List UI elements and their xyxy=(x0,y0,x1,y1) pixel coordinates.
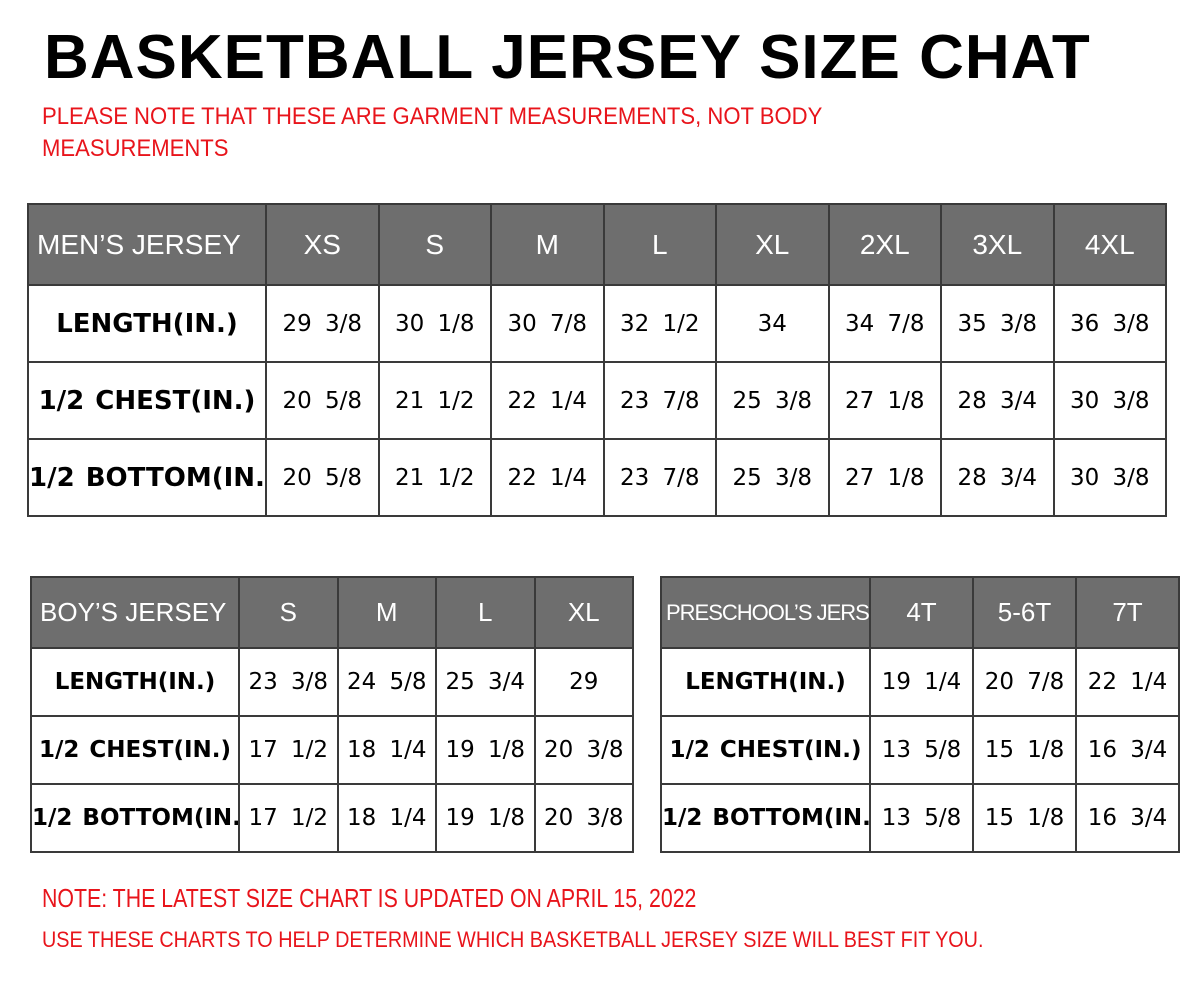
size-header: L xyxy=(435,576,536,649)
measurement-cell: 20 3/8 xyxy=(533,715,634,785)
row-label: 1/2 BOTTOM(IN.) xyxy=(27,438,267,517)
measurement-cell: 16 3/4 xyxy=(1075,783,1180,853)
measurement-cell: 27 1/8 xyxy=(827,438,942,517)
preschool-size-table: PRESCHOOL’S JERSEY4T5-6T7TLENGTH(IN.)19 … xyxy=(660,576,1180,853)
size-header: 4XL xyxy=(1052,203,1167,286)
row-label: 1/2 BOTTOM(IN.) xyxy=(30,783,240,853)
measurement-cell: 32 1/2 xyxy=(602,284,717,363)
table-row: 1/2 CHEST(IN.) 13 5/8 15 1/8 16 3/4 xyxy=(660,715,1180,785)
size-header: XS xyxy=(265,203,380,286)
measurement-cell: 17 1/2 xyxy=(238,783,339,853)
measurement-cell: 25 3/8 xyxy=(715,361,830,440)
table-row: LENGTH(IN.) 29 3/8 30 1/8 30 7/8 32 1/2 34 34 … xyxy=(27,284,1167,363)
measurement-cell: 21 1/2 xyxy=(377,438,492,517)
measurement-cell: 19 1/4 xyxy=(869,647,974,717)
row-label: 1/2 BOTTOM(IN.) xyxy=(660,783,871,853)
measurement-cell: 36 3/8 xyxy=(1052,284,1167,363)
measurement-cell: 22 1/4 xyxy=(1075,647,1180,717)
measurement-cell: 17 1/2 xyxy=(238,715,339,785)
measurement-cell: 16 3/4 xyxy=(1075,715,1180,785)
measurement-cell: 20 5/8 xyxy=(265,361,380,440)
measurement-cell: 25 3/8 xyxy=(715,438,830,517)
row-label: LENGTH(IN.) xyxy=(660,647,871,717)
measurement-cell: 35 3/8 xyxy=(940,284,1055,363)
header-row: MEN’S JERSEY XS S M L XL 2XL 3XL 4XL xyxy=(27,203,1167,286)
mens-size-table: MEN’S JERSEY XS S M L XL 2XL 3XL 4XL LENGTH(IN.) 2… xyxy=(27,203,1167,517)
measurement-cell: 13 5/8 xyxy=(869,715,974,785)
size-header: 2XL xyxy=(827,203,942,286)
size-header: S xyxy=(238,576,339,649)
table-row: 1/2 BOTTOM(IN.) 13 5/8 15 1/8 16 3/4 xyxy=(660,783,1180,853)
measurement-cell: 13 5/8 xyxy=(869,783,974,853)
measurement-cell: 22 1/4 xyxy=(490,361,605,440)
table-title: MEN’S JERSEY xyxy=(27,203,267,286)
update-note: NOTE: THE LATEST SIZE CHART IS UPDATED O… xyxy=(42,883,697,913)
table-row: 1/2 BOTTOM(IN.) 20 5/8 21 1/2 22 1/4 23 7/8 2… xyxy=(27,438,1167,517)
measurement-cell: 19 1/8 xyxy=(435,715,536,785)
measurement-cell: 28 3/4 xyxy=(940,438,1055,517)
size-header: S xyxy=(377,203,492,286)
measurement-cell: 34 xyxy=(715,284,830,363)
size-header: XL xyxy=(533,576,634,649)
row-label: 1/2 CHEST(IN.) xyxy=(27,361,267,440)
measurement-cell: 15 1/8 xyxy=(972,783,1077,853)
measurement-cell: 21 1/2 xyxy=(377,361,492,440)
size-header: 4T xyxy=(869,576,974,649)
page-title: BASKETBALL JERSEY SIZE CHAT xyxy=(44,23,1091,92)
measurement-cell: 20 7/8 xyxy=(972,647,1077,717)
measurement-cell: 24 5/8 xyxy=(336,647,437,717)
measurement-cell: 19 1/8 xyxy=(435,783,536,853)
row-label: 1/2 CHEST(IN.) xyxy=(660,715,871,785)
size-header: L xyxy=(602,203,717,286)
measurement-cell: 23 3/8 xyxy=(238,647,339,717)
table-row: 1/2 CHEST(IN.) 17 1/2 18 1/4 19 1/8 20 3/8 xyxy=(30,715,634,785)
garment-note-line-1: PLEASE NOTE THAT THESE ARE GARMENT MEASU… xyxy=(42,103,823,130)
measurement-cell: 25 3/4 xyxy=(435,647,536,717)
measurement-cell: 27 1/8 xyxy=(827,361,942,440)
measurement-cell: 30 3/8 xyxy=(1052,438,1167,517)
size-header: 7T xyxy=(1075,576,1180,649)
table-row: 1/2 CHEST(IN.) 20 5/8 21 1/2 22 1/4 23 7/8 25… xyxy=(27,361,1167,440)
measurement-cell: 18 1/4 xyxy=(336,715,437,785)
measurement-cell: 20 5/8 xyxy=(265,438,380,517)
row-label: LENGTH(IN.) xyxy=(30,647,240,717)
table-row: LENGTH(IN.) 23 3/8 24 5/8 25 3/4 29 xyxy=(30,647,634,717)
fit-note: USE THESE CHARTS TO HELP DETERMINE WHICH… xyxy=(42,927,984,952)
row-label: 1/2 CHEST(IN.) xyxy=(30,715,240,785)
boys-size-table: BOY’S JERSEY S M L XL LENGTH(IN.) 23 3/8 24 5/8… xyxy=(30,576,634,853)
measurement-cell: 29 3/8 xyxy=(265,284,380,363)
row-label: LENGTH(IN.) xyxy=(27,284,267,363)
measurement-cell: 23 7/8 xyxy=(602,361,717,440)
measurement-cell: 28 3/4 xyxy=(940,361,1055,440)
measurement-cell: 15 1/8 xyxy=(972,715,1077,785)
size-header: 5-6T xyxy=(972,576,1077,649)
table-row: LENGTH(IN.) 19 1/4 20 7/8 22 1/4 xyxy=(660,647,1180,717)
table-row: 1/2 BOTTOM(IN.) 17 1/2 18 1/4 19 1/8 20 3/8 xyxy=(30,783,634,853)
measurement-cell: 18 1/4 xyxy=(336,783,437,853)
measurement-cell: 23 7/8 xyxy=(602,438,717,517)
size-header: 3XL xyxy=(940,203,1055,286)
garment-note-line-2: MEASUREMENTS xyxy=(42,135,229,162)
size-header: XL xyxy=(715,203,830,286)
measurement-cell: 30 7/8 xyxy=(490,284,605,363)
table-title: PRESCHOOL’S JERSEY xyxy=(660,576,871,649)
measurement-cell: 34 7/8 xyxy=(827,284,942,363)
measurement-cell: 30 3/8 xyxy=(1052,361,1167,440)
size-header: M xyxy=(336,576,437,649)
measurement-cell: 20 3/8 xyxy=(533,783,634,853)
measurement-cell: 29 xyxy=(533,647,634,717)
table-title: BOY’S JERSEY xyxy=(30,576,240,649)
measurement-cell: 30 1/8 xyxy=(377,284,492,363)
measurement-cell: 22 1/4 xyxy=(490,438,605,517)
size-header: M xyxy=(490,203,605,286)
header-row: BOY’S JERSEY S M L XL xyxy=(30,576,634,649)
